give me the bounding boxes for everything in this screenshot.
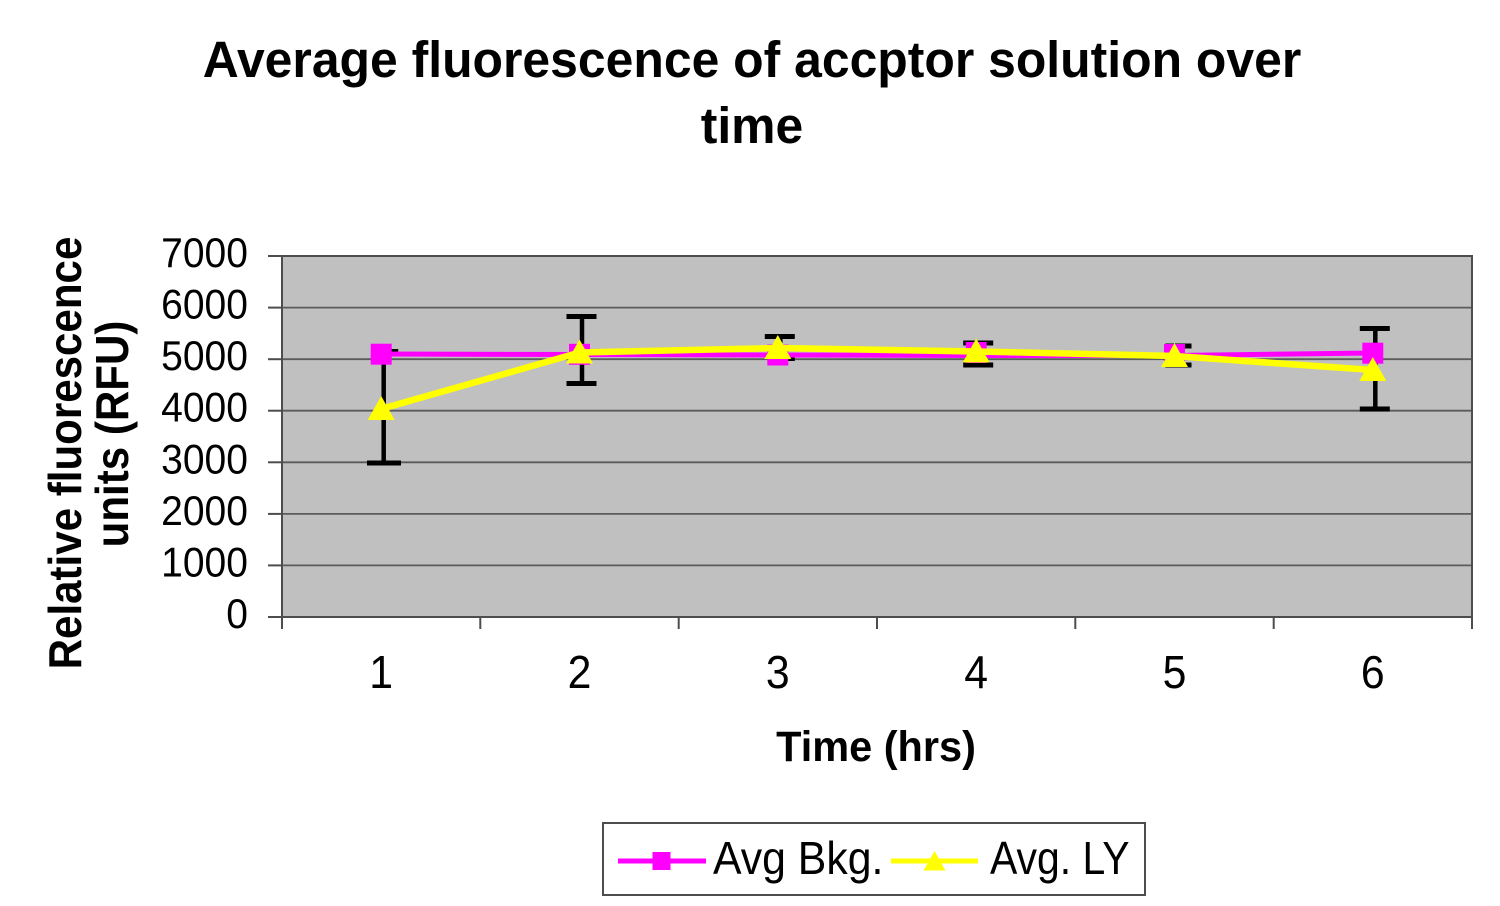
svg-text:2000: 2000 — [161, 487, 248, 535]
svg-text:6000: 6000 — [161, 280, 248, 328]
svg-text:time: time — [701, 96, 804, 154]
svg-text:Avg. LY: Avg. LY — [990, 834, 1130, 885]
svg-text:4000: 4000 — [161, 383, 248, 431]
svg-text:Avg Bkg.: Avg Bkg. — [713, 834, 883, 885]
svg-text:units (RFU): units (RFU) — [87, 321, 138, 548]
svg-text:3: 3 — [766, 648, 790, 699]
svg-text:4: 4 — [964, 648, 988, 699]
svg-text:5000: 5000 — [161, 332, 248, 380]
svg-text:7000: 7000 — [161, 229, 248, 277]
svg-text:6: 6 — [1361, 648, 1385, 699]
svg-text:5: 5 — [1163, 648, 1187, 699]
svg-text:Average fluorescence of accpto: Average fluorescence of accptor solution… — [203, 30, 1301, 88]
svg-text:3000: 3000 — [161, 435, 248, 483]
svg-text:2: 2 — [568, 648, 592, 699]
svg-text:1000: 1000 — [161, 538, 248, 586]
svg-text:Time (hrs): Time (hrs) — [776, 722, 976, 770]
svg-text:0: 0 — [226, 590, 248, 638]
svg-text:Relative fluorescence: Relative fluorescence — [40, 237, 91, 670]
svg-text:1: 1 — [369, 648, 393, 699]
